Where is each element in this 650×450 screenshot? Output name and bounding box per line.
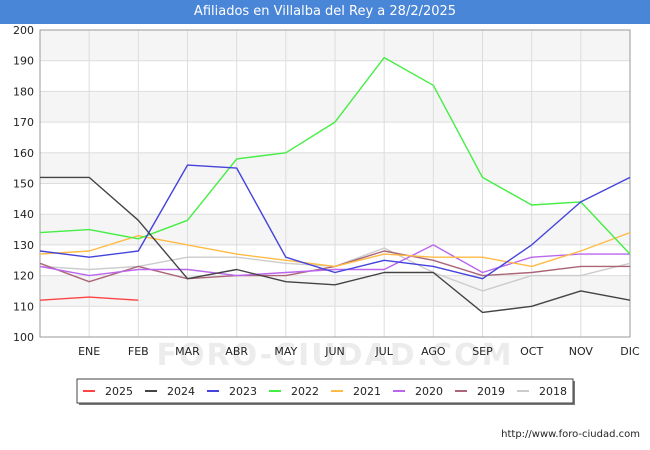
y-tick-label: 180 bbox=[13, 85, 34, 98]
legend-label-2020: 2020 bbox=[415, 385, 443, 398]
y-tick-label: 150 bbox=[13, 178, 34, 191]
legend-box bbox=[76, 378, 574, 404]
y-tick-label: 120 bbox=[13, 270, 34, 283]
watermark: FORO-CIUDAD.COM bbox=[157, 338, 514, 373]
x-tick-label: MAR bbox=[175, 345, 200, 358]
x-tick-label: OCT bbox=[520, 345, 543, 358]
legend-label-2019: 2019 bbox=[477, 385, 505, 398]
series-line-2020 bbox=[39, 244, 630, 277]
title-bar bbox=[0, 0, 650, 24]
x-tick-label: MAY bbox=[274, 345, 297, 358]
x-tick-label: NOV bbox=[569, 345, 594, 358]
y-tick-label: 100 bbox=[13, 331, 34, 344]
series-line-2023 bbox=[39, 164, 631, 280]
y-tick-label: 200 bbox=[13, 24, 34, 37]
legend-label-2023: 2023 bbox=[229, 385, 257, 398]
x-tick-label: ABR bbox=[225, 345, 248, 358]
x-tick-label: DIC bbox=[620, 345, 640, 358]
y-tick-label: 170 bbox=[13, 116, 34, 129]
y-tick-label: 130 bbox=[13, 239, 34, 252]
series-line-2021 bbox=[39, 231, 631, 268]
x-tick-label: ENE bbox=[78, 345, 100, 358]
legend-label-2022: 2022 bbox=[291, 385, 319, 398]
chart-title: Afiliados en Villalba del Rey a 28/2/202… bbox=[193, 4, 457, 19]
series-line-2025 bbox=[39, 296, 139, 301]
plot-frame bbox=[39, 29, 631, 338]
series-line-2024 bbox=[40, 176, 631, 314]
y-tick-label: 140 bbox=[13, 208, 34, 221]
legend-label-2021: 2021 bbox=[353, 385, 381, 398]
y-tick-label: 190 bbox=[13, 55, 34, 68]
source-link: http://www.foro-ciudad.com bbox=[501, 429, 640, 440]
legend-label-2024: 2024 bbox=[167, 385, 195, 398]
y-tick-label: 160 bbox=[13, 147, 34, 160]
x-tick-label: FEB bbox=[128, 345, 149, 358]
series-line-2022 bbox=[39, 56, 631, 255]
legend-label-2018: 2018 bbox=[539, 385, 567, 398]
x-tick-label: SEP bbox=[472, 345, 493, 358]
x-tick-label: JUL bbox=[374, 345, 393, 358]
y-tick-label: 110 bbox=[13, 300, 34, 313]
x-tick-label: JUN bbox=[324, 345, 345, 358]
x-tick-label: AGO bbox=[421, 345, 446, 358]
legend-label-2025: 2025 bbox=[105, 385, 133, 398]
